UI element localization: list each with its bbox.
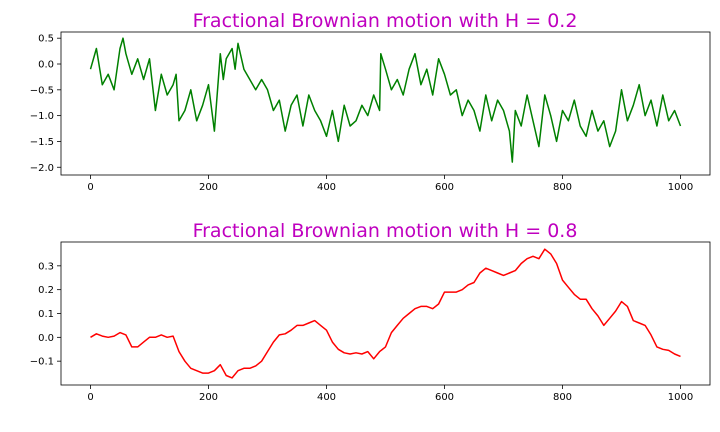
top-x-tick-label: 600 (435, 182, 454, 193)
top-y-tick-label: −1.0 (30, 111, 54, 122)
top-x-tick-label: 200 (199, 182, 218, 193)
top-chart-panel: Fractional Brownian motion with H = 0.2 … (30, 10, 711, 193)
bottom-x-tick-label: 400 (317, 392, 336, 403)
top-y-tick-label: 0.5 (38, 34, 54, 45)
bottom-x-tick-label: 0 (87, 392, 93, 403)
top-series-line-0 (89, 37, 682, 163)
bottom-y-tick-label: 0.3 (38, 261, 54, 272)
bottom-chart-title: Fractional Brownian motion with H = 0.8 (193, 220, 578, 242)
bottom-x-tick-label: 600 (435, 392, 454, 403)
top-y-tick-label: −1.5 (30, 137, 54, 148)
bottom-y-tick-label: 0.2 (38, 285, 54, 296)
top-y-tick-label: −0.5 (30, 85, 54, 96)
bottom-x-tick-label: 200 (199, 392, 218, 403)
bottom-x-tick-label: 1000 (668, 392, 693, 403)
bottom-y-tick-label: 0.0 (38, 333, 54, 344)
top-chart-title: Fractional Brownian motion with H = 0.2 (193, 10, 578, 32)
bottom-y-tick-label: −0.1 (30, 357, 54, 368)
bottom-y-tick-label: 0.1 (38, 309, 54, 320)
top-x-tick-label: 800 (553, 182, 572, 193)
top-x-tick-label: 1000 (668, 182, 693, 193)
top-x-tick-label: 400 (317, 182, 336, 193)
bottom-series-line-0 (90, 248, 681, 379)
top-x-tick-label: 0 (87, 182, 93, 193)
top-axes-frame (60, 31, 711, 176)
bottom-axes-frame (60, 241, 711, 386)
bottom-x-tick-label: 800 (553, 392, 572, 403)
top-y-tick-label: −2.0 (30, 163, 54, 174)
bottom-chart-panel: Fractional Brownian motion with H = 0.8 … (30, 220, 711, 403)
top-y-tick-label: 0.0 (38, 60, 54, 71)
